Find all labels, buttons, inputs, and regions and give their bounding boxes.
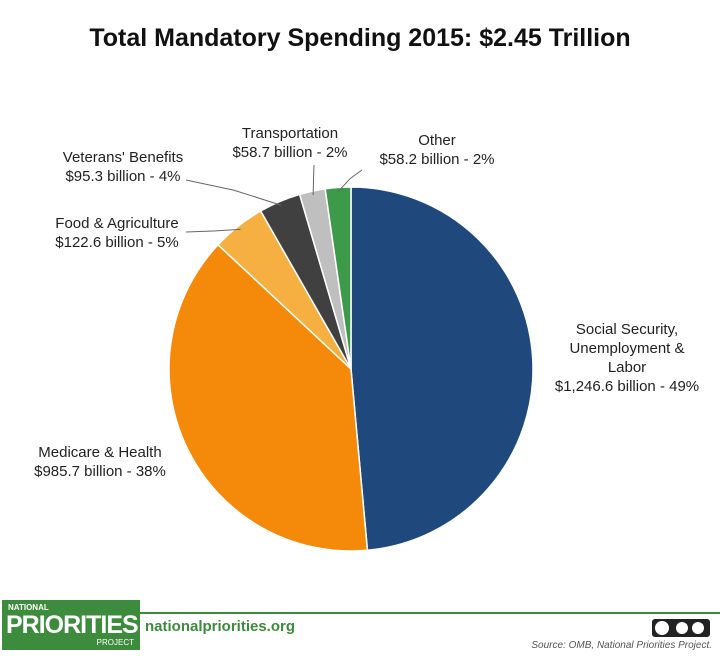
value-label: $95.3 billion - 4% — [65, 168, 181, 185]
logo-top: NATIONAL — [8, 603, 49, 612]
category-label: Other — [418, 132, 456, 149]
footer-url[interactable]: nationalpriorities.org — [145, 618, 296, 635]
slice-label: Social Security, Unemployment & Labor $1,… — [542, 320, 712, 396]
value-label: $58.7 billion - 2% — [232, 144, 348, 161]
leader-line — [185, 228, 241, 233]
value-label: $985.7 billion - 38% — [34, 463, 166, 480]
chart-title: Total Mandatory Spending 2015: $2.45 Tri… — [89, 24, 631, 52]
category-label: Social Security, Unemployment & Labor — [569, 321, 685, 376]
category-label: Veterans' Benefits — [62, 149, 184, 166]
logo-main: PRIORITIES — [6, 611, 139, 639]
category-label: Food & Agriculture — [55, 215, 179, 232]
leader-line — [337, 169, 363, 192]
pie-slice — [168, 243, 369, 552]
value-label: $1,246.6 billion - 49% — [554, 378, 700, 395]
slice-label: Other $58.2 billion - 2% — [352, 131, 522, 169]
leader-line — [185, 179, 282, 206]
footer-rule — [140, 612, 720, 614]
leader-line — [312, 164, 315, 196]
category-label: Medicare & Health — [38, 444, 162, 461]
logo-bottom: PROJECT — [96, 638, 134, 647]
value-label: $122.6 billion - 5% — [55, 234, 179, 251]
pie-slice — [350, 186, 534, 552]
slice-label: Food & Agriculture $122.6 billion - 5% — [32, 214, 202, 252]
slice-label: Transportation $58.7 billion - 2% — [205, 124, 375, 162]
slice-label: Veterans' Benefits $95.3 billion - 4% — [38, 148, 208, 186]
pie-slice — [324, 186, 352, 370]
footer-source: Source: OMB, National Priorities Project… — [531, 640, 712, 651]
logo: NATIONAL PRIORITIES PROJECT — [2, 600, 140, 650]
value-label: $58.2 billion - 2% — [379, 151, 495, 168]
slice-label: Medicare & Health $985.7 billion - 38% — [15, 443, 185, 481]
category-label: Transportation — [241, 125, 339, 142]
license-icon — [652, 619, 710, 637]
